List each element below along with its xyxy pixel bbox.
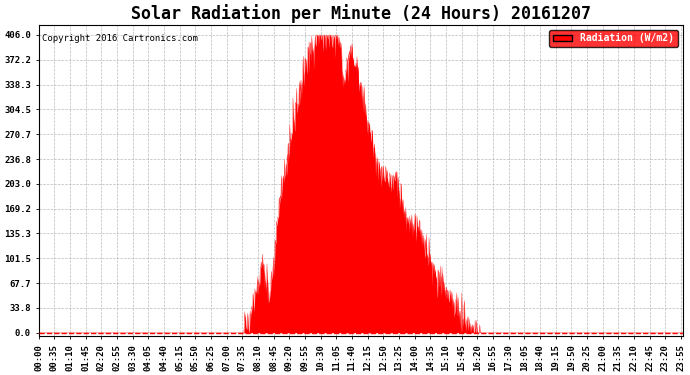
Text: Copyright 2016 Cartronics.com: Copyright 2016 Cartronics.com [42,34,198,43]
Legend: Radiation (W/m2): Radiation (W/m2) [549,30,678,47]
Title: Solar Radiation per Minute (24 Hours) 20161207: Solar Radiation per Minute (24 Hours) 20… [130,4,591,23]
